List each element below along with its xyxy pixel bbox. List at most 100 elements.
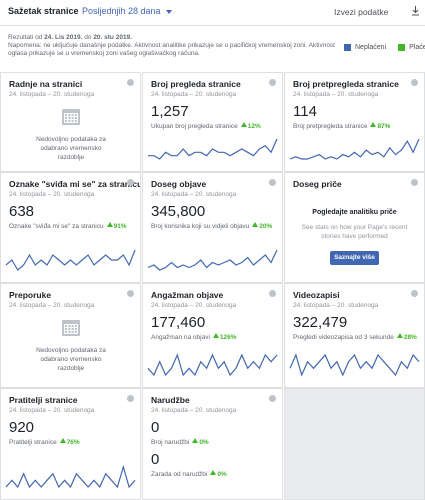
results-range: Rezultati od 24. Lis 2019. do 20. stu 20… [8, 34, 132, 41]
info-icon[interactable] [127, 395, 134, 402]
insight-card: Doseg priče Pogledajte analitiku priče See… [284, 172, 425, 283]
arrow-shape [370, 122, 377, 127]
metric-label-text: Broj pretpregleda stranice [293, 123, 368, 130]
card-date: 24. listopada – 20. studenoga [9, 407, 95, 414]
legend-swatch [344, 44, 351, 51]
card-date: 24. listopada – 20. studenoga [293, 302, 379, 309]
card-date: 24. listopada – 20. studenoga [151, 191, 237, 198]
insight-card: Doseg objave 24. listopada – 20. studenog… [142, 172, 283, 283]
insight-card: Narudžbe 24. listopada – 20. studenoga 0 Br… [142, 388, 283, 500]
arrow-shape [210, 470, 217, 475]
no-data-text: Nedovoljno podataka za odabrano vremensk… [36, 347, 106, 372]
metric-label-text: Zarada od narudžbi [151, 471, 208, 478]
calendar-day [71, 117, 74, 119]
legend-label: Plaćeno [409, 44, 425, 51]
dropdown-arrow [166, 10, 172, 14]
arrow-shape [106, 222, 113, 227]
info-icon[interactable] [411, 179, 418, 186]
calendar-day [71, 114, 74, 116]
insight-card: Preporuke 24. listopada – 20. studenoga Ne… [0, 283, 141, 388]
sparkline-line [147, 249, 278, 271]
metric-value: 0 [151, 419, 160, 436]
calendar-day [68, 328, 71, 330]
metric-label-text: Pregledi videozapisa od 3 sekunde [293, 334, 394, 341]
metric-label: Broj narudžbi 0% [151, 438, 209, 446]
card-date: 24. listopada – 20. studenoga [151, 302, 237, 309]
sparkline [148, 138, 278, 160]
info-icon[interactable] [269, 79, 276, 86]
arrow-shape [192, 438, 199, 443]
info-icon[interactable] [411, 290, 418, 297]
metric-label: Ukupan broj pregleda stranice 12% [151, 122, 261, 130]
sparkline-line [289, 353, 420, 377]
metric-change: 87% [377, 123, 391, 130]
metric-label: Broj pretpregleda stranice 87% [293, 122, 390, 130]
sparkline-line [5, 465, 136, 489]
arrow-shape [59, 438, 66, 443]
calendar-day [74, 328, 77, 330]
calendar-day [65, 325, 67, 327]
card-title: Videozapisi [293, 290, 340, 300]
learn-more-button[interactable]: Saznajte više [330, 251, 379, 265]
metric-label: Pratitelji stranice 76% [9, 438, 80, 446]
metric-label: Zarada od narudžbi 0% [151, 470, 227, 478]
no-data-text: Nedovoljno podataka za odabrano vremensk… [36, 136, 106, 161]
metric-label-text: Pratitelji stranice [9, 439, 57, 446]
up-arrow [240, 122, 247, 127]
metric-value: 177,460 [151, 314, 206, 331]
calendar-day [65, 331, 67, 333]
up-arrow [59, 438, 66, 443]
calendar-day [65, 117, 67, 119]
info-icon[interactable] [269, 179, 276, 186]
arrow-shape [252, 222, 259, 227]
up-arrow [212, 333, 219, 338]
metric-value: 114 [293, 103, 317, 120]
metric-change: 91% [113, 223, 127, 230]
card-title: Angažman objave [151, 290, 224, 300]
card-title: Broj pretpregleda stranice [293, 79, 399, 89]
info-icon[interactable] [269, 290, 276, 297]
metric-change: 0% [217, 471, 227, 478]
export-link[interactable]: Izvezi podatke [334, 7, 389, 17]
calendar-day [71, 325, 74, 327]
metric-change: 0% [199, 439, 209, 446]
legend-swatch [398, 44, 406, 51]
info-icon[interactable] [411, 79, 418, 86]
note: Napomena: ne uključuje današnje podatke.… [8, 42, 335, 57]
calendar-face [64, 324, 78, 334]
calendar-day [68, 117, 71, 119]
insight-card: Radnje na stranici 24. listopada – 20. st… [0, 72, 141, 172]
info-icon[interactable] [127, 290, 134, 297]
card-title: Doseg objave [151, 179, 207, 189]
calendar-day [71, 328, 74, 330]
info-icon[interactable] [269, 395, 276, 402]
metric-change: 12% [247, 123, 261, 130]
metric-label: Angažman na objavi 126% [151, 333, 237, 341]
text: Rezultati od [8, 34, 43, 41]
calendar-day [68, 325, 71, 327]
text: do [84, 34, 92, 41]
calendar-day [74, 120, 77, 122]
insight-card: Videozapisi 24. listopada – 20. studenoga… [284, 283, 425, 388]
calendar-day [74, 117, 77, 119]
period-selector[interactable]: Posljednjih 28 dana [82, 6, 161, 16]
story-heading: Pogledajte analitiku priče [312, 209, 397, 216]
card-date: 24. listopada – 20. studenoga [151, 91, 237, 98]
info-icon[interactable] [127, 179, 134, 186]
card-date: 24. listopada – 20. studenoga [151, 407, 237, 414]
metric-label-text: Oznake "sviđa mi se" za stranicu [9, 223, 104, 230]
sparkline-line [289, 138, 420, 160]
sparkline-line [148, 138, 278, 160]
sparkline [289, 353, 420, 377]
calendar-day [68, 120, 71, 122]
metric-label: Oznake "sviđa mi se" za stranicu 91% [9, 222, 127, 230]
download-icon [412, 6, 419, 16]
legend-label: Neplaćeni [355, 44, 387, 51]
info-icon[interactable] [127, 79, 134, 86]
up-arrow [106, 222, 113, 227]
up-arrow [370, 122, 377, 127]
metric-label-text: Broj korisnika koji su vidjeli objavu [151, 223, 250, 230]
sparkline [289, 138, 420, 160]
card-date: 24. listopada – 20. studenoga [9, 91, 95, 98]
